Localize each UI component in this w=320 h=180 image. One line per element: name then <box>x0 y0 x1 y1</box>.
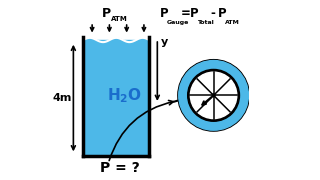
Text: P: P <box>218 7 227 20</box>
Text: P: P <box>189 7 198 20</box>
Text: -: - <box>210 7 215 20</box>
Text: P: P <box>102 7 111 20</box>
Bar <box>83 40 149 156</box>
Circle shape <box>179 60 248 130</box>
Circle shape <box>190 72 237 119</box>
Text: P = ?: P = ? <box>100 161 140 175</box>
Text: $\mathbf{H_2O}$: $\mathbf{H_2O}$ <box>107 86 142 105</box>
Text: ATM: ATM <box>225 20 240 25</box>
FancyArrowPatch shape <box>109 100 173 161</box>
Text: 4m: 4m <box>52 93 72 103</box>
Circle shape <box>178 60 249 131</box>
Circle shape <box>212 94 215 97</box>
Text: =: = <box>180 7 190 20</box>
Text: P: P <box>160 7 169 20</box>
Circle shape <box>188 69 239 121</box>
Text: ATM: ATM <box>111 16 128 22</box>
Text: y: y <box>161 37 168 47</box>
Text: Gauge: Gauge <box>167 20 189 25</box>
Text: Total: Total <box>196 20 213 25</box>
